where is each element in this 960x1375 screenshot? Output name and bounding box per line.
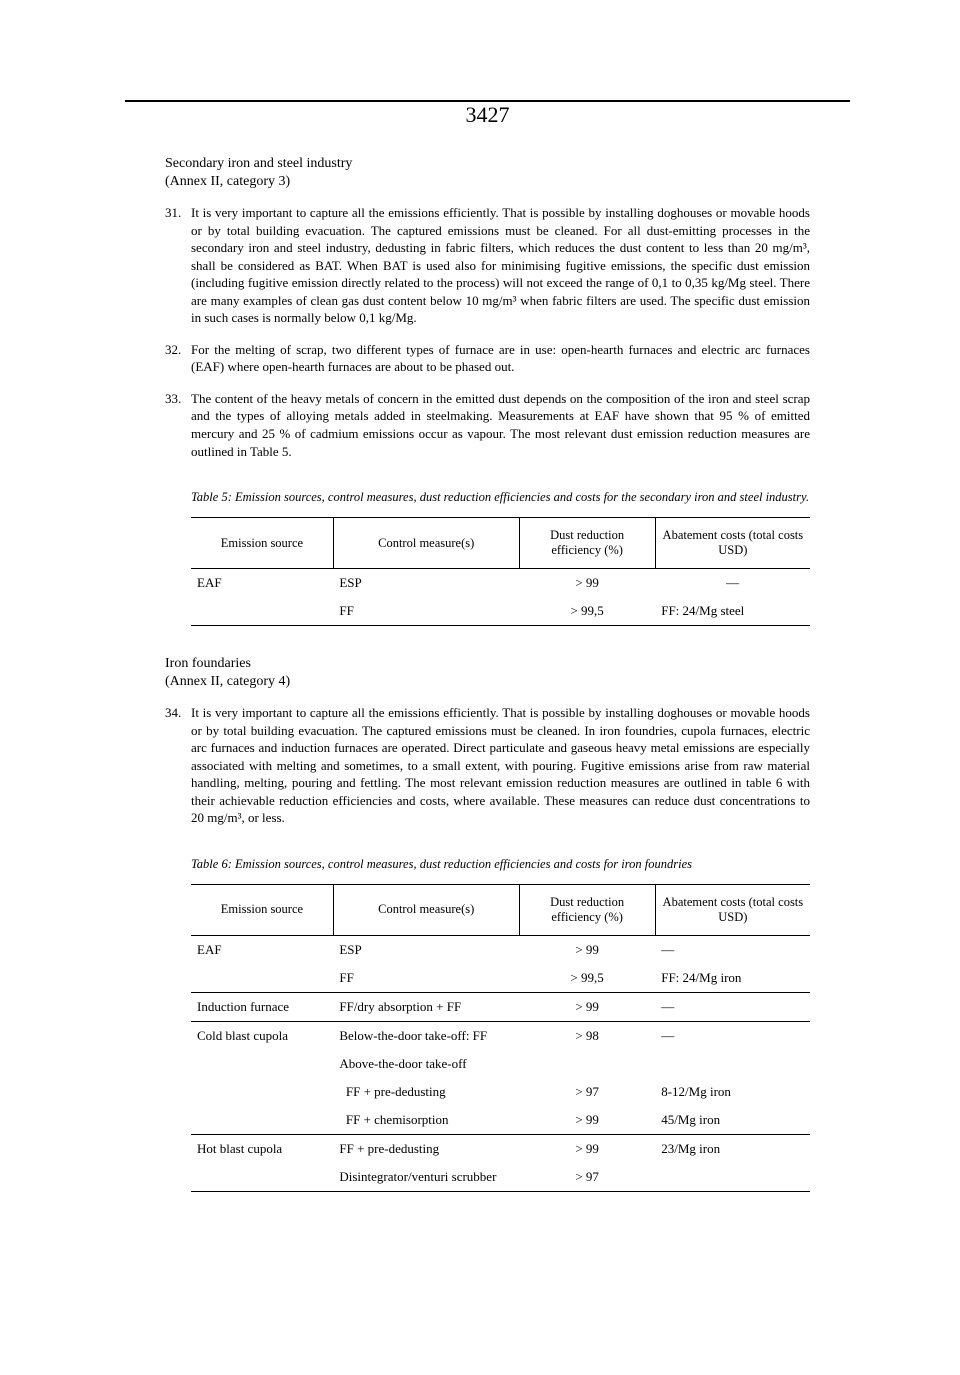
item-number: 34. — [165, 704, 181, 722]
cell: — — [655, 935, 810, 964]
table-caption: Table 5: Emission sources, control measu… — [165, 490, 810, 505]
col-header: Control measure(s) — [333, 884, 519, 935]
cell: Disintegrator/venturi scrubber — [333, 1163, 519, 1192]
cell: Cold blast cupola — [191, 1021, 333, 1050]
cell: FF + pre-dedusting — [333, 1134, 519, 1163]
table-row: FF + pre-dedusting> 978-12/Mg iron — [191, 1078, 810, 1106]
cell — [655, 1050, 810, 1078]
cell: > 99 — [519, 1106, 655, 1135]
item-number: 33. — [165, 390, 181, 408]
section-subtitle: (Annex II, category 3) — [165, 174, 810, 190]
table-row: Cold blast cupolaBelow-the-door take-off… — [191, 1021, 810, 1050]
col-header: Abatement costs (total costs USD) — [655, 884, 810, 935]
cell: — — [655, 992, 810, 1021]
paragraph-list: 34. It is very important to capture all … — [165, 704, 810, 827]
cell — [191, 597, 333, 626]
cell: FF: 24/Mg iron — [655, 964, 810, 993]
table-row: Above-the-door take-off — [191, 1050, 810, 1078]
section-title: Iron foundaries — [165, 656, 810, 672]
cell — [191, 1106, 333, 1135]
cell: > 99 — [519, 935, 655, 964]
paragraph-list: 31. It is very important to capture all … — [165, 204, 810, 460]
cell: > 99 — [519, 1134, 655, 1163]
list-item: 32. For the melting of scrap, two differ… — [165, 341, 810, 376]
cell: 23/Mg iron — [655, 1134, 810, 1163]
cell — [519, 1050, 655, 1078]
cell: — — [655, 569, 810, 598]
cell: ESP — [333, 569, 519, 598]
cell — [191, 1163, 333, 1192]
cell: > 97 — [519, 1078, 655, 1106]
cell: FF/dry absorption + FF — [333, 992, 519, 1021]
cell: FF + pre-dedusting — [333, 1078, 519, 1106]
table-6: Emission source Control measure(s) Dust … — [191, 884, 810, 1192]
col-header: Emission source — [191, 884, 333, 935]
table-5: Emission source Control measure(s) Dust … — [191, 517, 810, 626]
item-text: The content of the heavy metals of conce… — [191, 391, 810, 459]
item-number: 31. — [165, 204, 181, 222]
cell: > 99,5 — [519, 964, 655, 993]
cell — [191, 1078, 333, 1106]
cell: Above-the-door take-off — [333, 1050, 519, 1078]
cell: Induction furnace — [191, 992, 333, 1021]
table-row: Induction furnaceFF/dry absorption + FF>… — [191, 992, 810, 1021]
item-text: For the melting of scrap, two different … — [191, 342, 810, 375]
cell: Below-the-door take-off: FF — [333, 1021, 519, 1050]
list-item: 31. It is very important to capture all … — [165, 204, 810, 327]
cell: EAF — [191, 569, 333, 598]
cell: > 97 — [519, 1163, 655, 1192]
section-title: Secondary iron and steel industry — [165, 156, 810, 172]
table-row: Disintegrator/venturi scrubber> 97 — [191, 1163, 810, 1192]
cell: Hot blast cupola — [191, 1134, 333, 1163]
item-text: It is very important to capture all the … — [191, 705, 810, 825]
cell: 8-12/Mg iron — [655, 1078, 810, 1106]
table-row: FF> 99,5FF: 24/Mg iron — [191, 964, 810, 993]
cell: FF: 24/Mg steel — [655, 597, 810, 626]
table-row: FF + chemisorption> 9945/Mg iron — [191, 1106, 810, 1135]
list-item: 34. It is very important to capture all … — [165, 704, 810, 827]
table-row: FF > 99,5 FF: 24/Mg steel — [191, 597, 810, 626]
cell: EAF — [191, 935, 333, 964]
cell: 45/Mg iron — [655, 1106, 810, 1135]
cell: > 99,5 — [519, 597, 655, 626]
cell: ESP — [333, 935, 519, 964]
cell: — — [655, 1021, 810, 1050]
table-caption: Table 6: Emission sources, control measu… — [165, 857, 810, 872]
cell — [191, 964, 333, 993]
table-header-row: Emission source Control measure(s) Dust … — [191, 518, 810, 569]
table-header-row: Emission source Control measure(s) Dust … — [191, 884, 810, 935]
col-header: Dust reduction efficiency (%) — [519, 884, 655, 935]
table-row: EAF ESP > 99 — — [191, 569, 810, 598]
cell — [655, 1163, 810, 1192]
col-header: Dust reduction efficiency (%) — [519, 518, 655, 569]
list-item: 33. The content of the heavy metals of c… — [165, 390, 810, 460]
item-text: It is very important to capture all the … — [191, 205, 810, 325]
page-number: 3427 — [165, 102, 810, 128]
table-row: Hot blast cupolaFF + pre-dedusting> 9923… — [191, 1134, 810, 1163]
cell: > 99 — [519, 992, 655, 1021]
cell: > 99 — [519, 569, 655, 598]
cell — [191, 1050, 333, 1078]
col-header: Control measure(s) — [333, 518, 519, 569]
cell: FF — [333, 597, 519, 626]
cell: FF — [333, 964, 519, 993]
table-row: EAFESP> 99— — [191, 935, 810, 964]
section-subtitle: (Annex II, category 4) — [165, 674, 810, 690]
cell: FF + chemisorption — [333, 1106, 519, 1135]
document-page: 3427 Secondary iron and steel industry (… — [0, 0, 960, 1375]
item-number: 32. — [165, 341, 181, 359]
col-header: Abatement costs (total costs USD) — [655, 518, 810, 569]
cell: > 98 — [519, 1021, 655, 1050]
col-header: Emission source — [191, 518, 333, 569]
